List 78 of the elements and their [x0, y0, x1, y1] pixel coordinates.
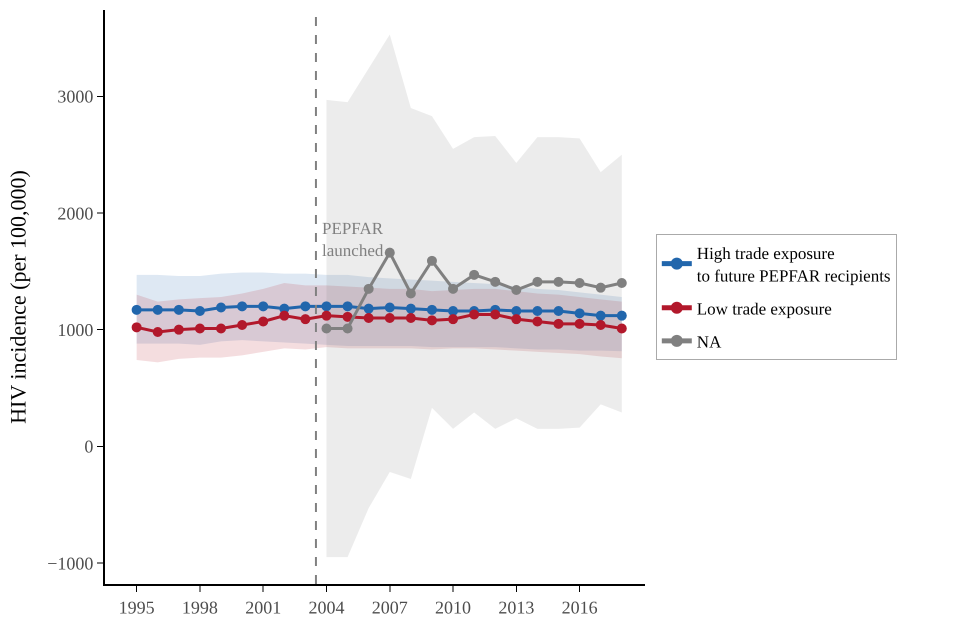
point — [132, 304, 142, 315]
point — [364, 284, 374, 294]
point — [596, 282, 606, 293]
point — [258, 301, 268, 312]
point — [490, 276, 500, 287]
point — [511, 285, 522, 295]
point — [174, 304, 184, 315]
point — [554, 306, 564, 316]
point — [258, 316, 268, 326]
y-tick-label: 3000 — [57, 86, 94, 107]
point — [426, 256, 437, 266]
point — [194, 306, 205, 316]
point — [532, 276, 542, 287]
point — [364, 313, 374, 323]
point — [469, 270, 480, 280]
point — [216, 324, 226, 334]
point — [616, 278, 627, 288]
point — [342, 312, 353, 322]
point — [406, 313, 416, 323]
point — [596, 310, 606, 321]
point — [342, 324, 353, 334]
legend-label: NA — [696, 332, 722, 352]
point — [384, 302, 395, 312]
point — [426, 304, 437, 315]
point — [448, 284, 458, 294]
x-tick-label: 2016 — [562, 598, 598, 618]
point — [490, 310, 500, 320]
point — [554, 318, 564, 329]
legend-label: High trade exposure to future PEPFAR recipients — [696, 244, 891, 286]
x-tick-label: 1998 — [182, 598, 218, 618]
point — [194, 324, 205, 334]
point — [532, 316, 542, 326]
point — [574, 278, 585, 288]
legend-label: Low trade exposure — [696, 299, 832, 318]
point — [321, 301, 332, 312]
point — [321, 324, 332, 334]
y-tick-label: 2000 — [57, 203, 94, 224]
point — [300, 314, 310, 324]
y-tick-label: 1000 — [57, 320, 94, 340]
point — [511, 314, 522, 324]
point — [574, 308, 585, 318]
point — [384, 248, 395, 258]
point — [300, 301, 310, 312]
point — [406, 304, 416, 314]
x-tick-label: 2007 — [372, 598, 408, 618]
x-tick-label: 2010 — [435, 598, 472, 618]
point — [511, 306, 522, 316]
y-tick-label: −1000 — [47, 553, 94, 574]
point — [132, 322, 142, 332]
point — [616, 324, 627, 334]
point — [321, 310, 332, 321]
point — [532, 306, 542, 316]
x-tick-label: 2004 — [308, 598, 344, 618]
point — [364, 304, 374, 314]
point — [174, 324, 184, 335]
point — [384, 313, 395, 323]
y-tick-label: 0 — [84, 436, 94, 457]
point — [279, 310, 290, 321]
point — [342, 301, 353, 312]
point — [574, 318, 585, 329]
point — [152, 304, 163, 315]
point — [469, 310, 480, 320]
point — [237, 320, 248, 330]
y-axis-title: HIV incidence (per 100,000) — [6, 170, 31, 424]
ref-line-label: PEPFAR launched — [322, 219, 384, 260]
point — [596, 320, 606, 330]
point — [448, 314, 458, 324]
point — [448, 306, 458, 316]
x-tick-label: 2013 — [498, 598, 534, 618]
point — [152, 327, 163, 337]
x-tick-label: 2001 — [245, 598, 282, 618]
point — [554, 276, 564, 287]
x-tick-label: 1995 — [118, 598, 155, 618]
point — [426, 315, 437, 326]
point — [406, 288, 416, 298]
point — [216, 302, 226, 312]
point — [616, 310, 627, 321]
point — [237, 301, 248, 312]
